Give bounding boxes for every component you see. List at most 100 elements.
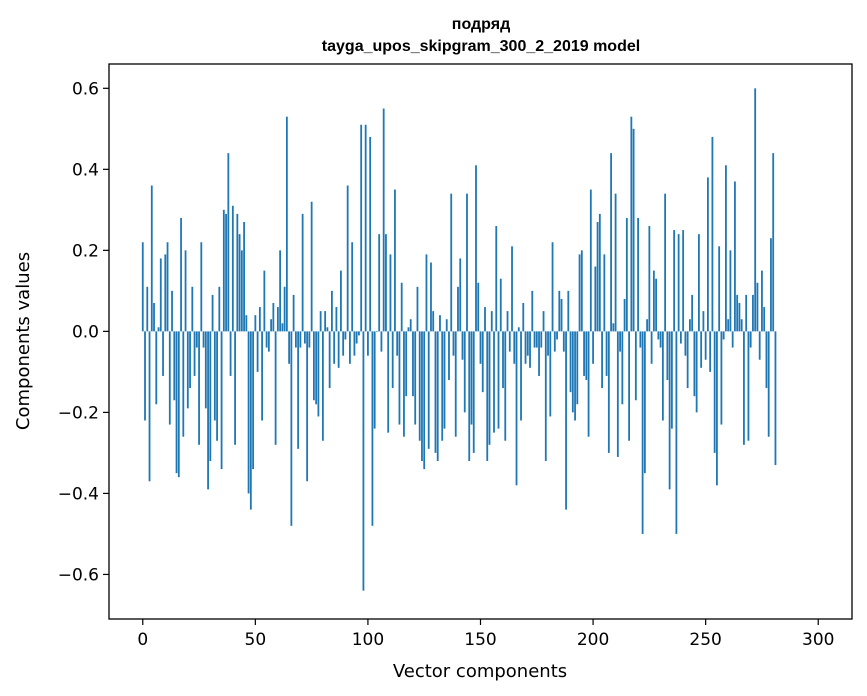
bar-73	[306, 331, 309, 482]
bar-0	[141, 242, 144, 332]
bar-108	[385, 234, 387, 332]
bar-109	[387, 331, 390, 433]
bar-69	[297, 331, 300, 449]
bar-9	[162, 331, 164, 376]
bar-257	[720, 331, 723, 425]
bar-123	[418, 331, 421, 441]
bar-66	[290, 331, 293, 526]
y-tick-label: −0.4	[58, 484, 99, 504]
bar-92	[349, 331, 351, 364]
bar-276	[763, 307, 766, 332]
bar-86	[335, 307, 338, 332]
bar-176	[538, 331, 540, 376]
bar-235	[670, 331, 673, 429]
bar-26	[200, 242, 203, 332]
bar-34	[218, 286, 221, 332]
bar-149	[477, 282, 480, 332]
bar-215	[625, 217, 628, 332]
bar-130	[434, 331, 437, 453]
bar-243	[688, 319, 691, 332]
bar-132	[439, 315, 441, 332]
bar-55	[265, 331, 268, 348]
bar-185	[558, 290, 561, 332]
bar-201	[594, 266, 597, 332]
bar-162	[506, 311, 509, 332]
bar-103	[373, 331, 376, 429]
bar-273	[756, 282, 759, 332]
bar-104	[376, 331, 378, 332]
bar-70	[299, 331, 302, 348]
bar-63	[283, 286, 286, 332]
bar-126	[425, 254, 428, 332]
bar-27	[202, 331, 205, 348]
bar-221	[639, 331, 642, 348]
bar-106	[380, 331, 383, 352]
bar-227	[652, 270, 655, 332]
bar-263	[734, 181, 736, 332]
bar-71	[301, 213, 304, 332]
bar-110	[389, 254, 392, 332]
bar-144	[466, 193, 468, 332]
bar-171	[526, 331, 529, 356]
bar-175	[535, 331, 538, 348]
bar-77	[315, 331, 318, 405]
bar-207	[607, 331, 610, 453]
bar-211	[616, 331, 619, 457]
bar-251	[707, 177, 709, 332]
bar-177	[540, 331, 543, 348]
bar-259	[725, 165, 727, 332]
bar-116	[403, 331, 405, 437]
bar-72	[303, 331, 306, 344]
bar-28	[204, 331, 207, 409]
bar-229	[657, 331, 660, 340]
bar-193	[576, 331, 579, 405]
bar-100	[367, 331, 369, 356]
bar-99	[364, 124, 367, 332]
bar-212	[619, 331, 621, 352]
bar-81	[324, 311, 327, 332]
bar-147	[472, 331, 475, 453]
y-axis-label: Components values	[13, 252, 34, 430]
y-axis-ticks: −0.6 −0.4 −0.2 0.0 0.2 0.4 0.6	[58, 79, 109, 585]
bar-94	[353, 331, 356, 356]
bar-242	[686, 331, 689, 389]
bar-209	[612, 323, 615, 332]
bar-89	[342, 331, 345, 356]
bar-191	[571, 331, 574, 413]
bar-143	[463, 331, 466, 413]
bar-218	[632, 128, 635, 332]
bar-208	[610, 153, 612, 332]
bar-237	[675, 331, 678, 534]
bar-148	[475, 165, 477, 332]
bar-244	[691, 294, 694, 332]
bar-260	[727, 319, 730, 332]
bar-21	[189, 331, 191, 389]
bar-224	[646, 319, 649, 332]
bar-233	[666, 331, 669, 380]
bar-40	[231, 205, 234, 332]
bar-256	[718, 246, 721, 332]
bar-267	[743, 331, 745, 445]
bar-80	[321, 331, 324, 441]
bar-18	[182, 331, 185, 437]
bar-219	[634, 331, 637, 401]
bar-247	[698, 234, 700, 332]
bar-151	[481, 331, 484, 393]
bar-91	[346, 185, 349, 332]
bar-105	[378, 234, 381, 332]
bar-139	[454, 331, 457, 437]
bar-136	[448, 331, 450, 380]
bar-199	[589, 189, 592, 332]
bar-192	[574, 331, 576, 421]
bar-255	[716, 331, 718, 486]
bar-127	[427, 331, 430, 449]
bar-122	[416, 286, 419, 332]
bar-13	[171, 290, 173, 332]
bar-119	[409, 319, 412, 332]
x-tick-label: 250	[689, 630, 721, 650]
bar-196	[583, 331, 585, 376]
bar-11	[166, 242, 169, 332]
bar-96	[358, 331, 360, 336]
bar-140	[457, 286, 459, 332]
